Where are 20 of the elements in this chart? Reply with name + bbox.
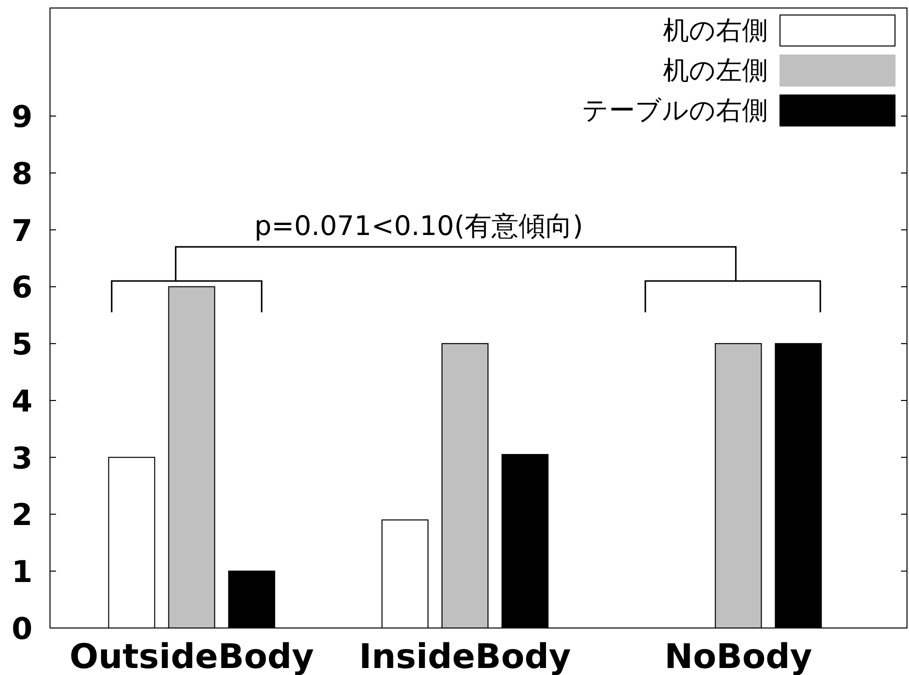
y-tick-label: 7 (12, 214, 32, 249)
x-tick-label: InsideBody (359, 637, 571, 675)
legend-label: 机の左側 (663, 56, 768, 86)
y-tick-label: 0 (12, 612, 32, 647)
legend-item: 机の右側 (663, 14, 896, 46)
y-tick-label: 1 (12, 555, 32, 590)
legend-item: テーブルの右側 (582, 94, 896, 126)
y-tick-label: 5 (12, 328, 32, 363)
legend-item: 机の左側 (663, 54, 896, 86)
x-tick-label: OutsideBody (69, 637, 314, 675)
legend-label: テーブルの右側 (582, 96, 768, 126)
y-tick-label: 3 (12, 441, 32, 476)
annotation: p=0.071<0.10(有意傾向) (254, 210, 584, 242)
y-tick-label: 2 (12, 498, 32, 534)
legend-label: 机の右側 (663, 16, 768, 46)
y-tick-label: 8 (12, 156, 32, 192)
y-tick-label: 4 (12, 384, 32, 420)
x-tick-label: NoBody (664, 637, 812, 675)
y-tick-label: 9 (12, 100, 32, 136)
y-tick-label: 6 (12, 270, 32, 306)
